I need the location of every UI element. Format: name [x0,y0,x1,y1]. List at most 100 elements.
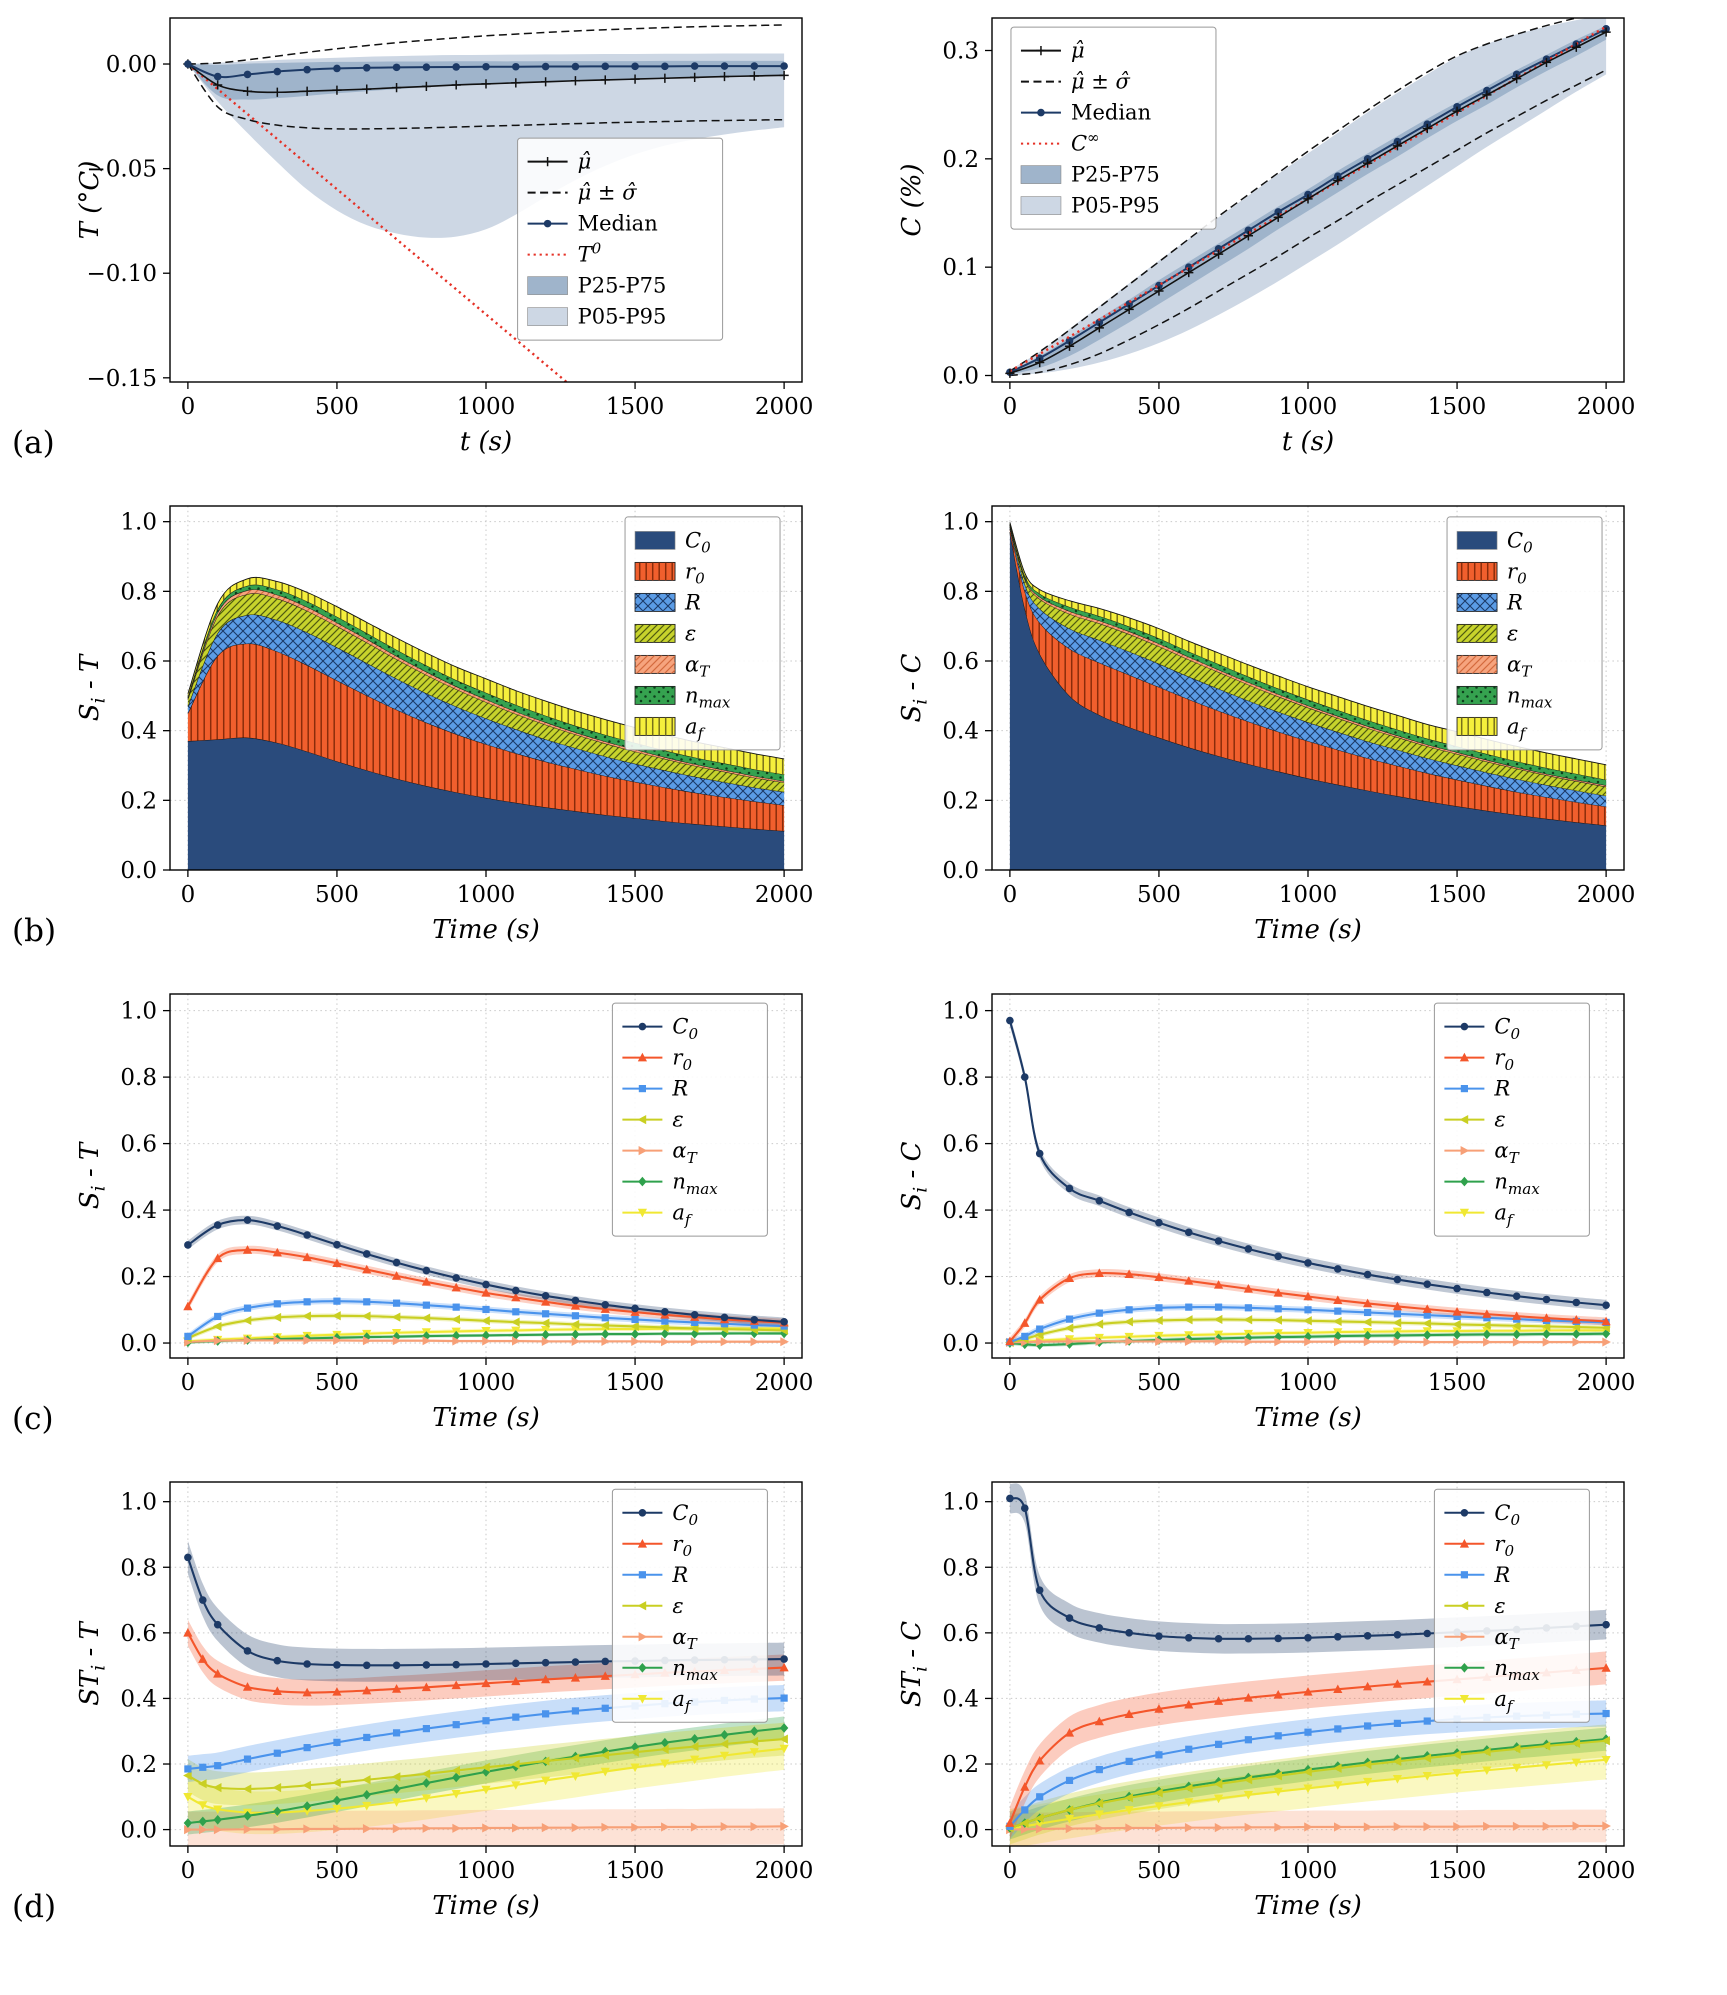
svg-text:2000: 2000 [755,1858,814,1884]
chart-d-left: 0 500 1000 1500 2000 0.0 0.2 0.4 0.6 0.8 1.0 Time (… [75,1481,814,1921]
svg-text:Si - C: Si - C [897,1141,932,1210]
svg-text:1.0: 1.0 [942,510,979,536]
svg-text:C0: C0 [1507,528,1533,556]
svg-text:2000: 2000 [755,882,814,908]
svg-text:R: R [684,590,701,614]
plot-area [183,1215,789,1348]
svg-text:T (°C): T (°C) [75,161,105,240]
svg-text:nmax: nmax [1507,683,1553,711]
svg-text:0.0: 0.0 [942,1331,979,1357]
svg-text:Time (s): Time (s) [432,1403,540,1433]
series-n_max [1009,1332,1607,1347]
svg-text:Time (s): Time (s) [432,1891,540,1921]
svg-text:0.4: 0.4 [942,719,979,745]
svg-text:1500: 1500 [1428,1858,1487,1884]
svg-text:0: 0 [1003,1370,1018,1396]
svg-text:C0: C0 [1494,1015,1520,1043]
row-label-a: (a) [12,425,55,461]
svg-text:0.8: 0.8 [120,1065,157,1091]
svg-text:2000: 2000 [755,1370,814,1396]
svg-text:nmax: nmax [1494,1170,1540,1198]
svg-text:1000: 1000 [1279,1858,1338,1884]
svg-text:0.8: 0.8 [120,1555,157,1581]
plot-area [183,24,789,382]
svg-text:2000: 2000 [1577,882,1636,908]
series-μ̂ + σ̂ [1009,18,1580,372]
series-α_T [1009,1824,1607,1831]
series-μ̂ − σ̂ [1009,69,1607,377]
chart-c-left: 0 500 1000 1500 2000 0.0 0.2 0.4 0.6 0.8 1.0 Time (… [75,993,814,1433]
chart-a-right: 0 500 1000 1500 2000 0.0 0.1 0.2 0.3 t (s) C (%) μ̂… [897,17,1635,457]
svg-text:nmax: nmax [672,1170,718,1198]
svg-text:0.4: 0.4 [942,1198,979,1224]
svg-text:af: af [1494,1687,1515,1715]
svg-text:1.0: 1.0 [942,1490,979,1516]
series-α_T [187,1825,785,1831]
svg-text:R: R [1493,1077,1510,1101]
svg-text:1000: 1000 [457,394,516,420]
svg-text:0.6: 0.6 [120,649,157,675]
svg-text:0: 0 [1003,394,1018,420]
svg-text:0: 0 [1003,882,1018,908]
legend: C0 r0 Rε αT nmax af [1433,1488,1590,1723]
svg-text:1.0: 1.0 [120,999,157,1025]
legend: C0 r0 Rε αT nmax af [611,1488,768,1723]
svg-text:0.4: 0.4 [942,1686,979,1712]
series-α_T [1009,1340,1607,1344]
panel-c-right: 0 500 1000 1500 2000 0.0 0.2 0.4 0.6 0.8 1.0 Time (… [880,984,1640,1444]
series-ε [1009,1739,1607,1829]
svg-text:1000: 1000 [1279,394,1338,420]
svg-text:Time (s): Time (s) [1254,1403,1362,1433]
svg-text:R: R [1506,590,1523,614]
svg-text:0: 0 [181,1370,196,1396]
svg-text:2000: 2000 [1577,1858,1636,1884]
svg-text:STi - C: STi - C [897,1621,932,1707]
series-T^0 [187,63,568,382]
ticks: 0 500 1000 1500 2000 0.0 0.2 0.4 0.6 0.8 1.0 [942,1490,1635,1884]
svg-text:P25-P75: P25-P75 [1071,163,1160,187]
svg-text:500: 500 [315,394,359,420]
svg-text:αT: αT [672,1139,697,1167]
legend: C0 r0 Rε αT nmax af [624,516,781,751]
svg-text:C (%): C (%) [897,163,927,236]
band-P05-P95 [187,53,785,238]
svg-text:1.0: 1.0 [120,1490,157,1516]
svg-text:C0: C0 [1494,1501,1520,1529]
svg-text:1500: 1500 [606,1858,665,1884]
svg-text:μ̂: μ̂ [578,150,592,174]
svg-text:0.4: 0.4 [120,719,157,745]
stack-C_0 [187,737,785,870]
svg-text:500: 500 [315,1370,359,1396]
svg-text:0.2: 0.2 [120,1752,157,1778]
panel-c-left: 0 500 1000 1500 2000 0.0 0.2 0.4 0.6 0.8 1.0 Time (… [58,984,818,1444]
svg-text:af: af [672,1201,693,1229]
plot-area [1005,18,1611,378]
series-C^∞ [1009,25,1607,373]
svg-text:1.0: 1.0 [942,999,979,1025]
plot-area [1009,522,1607,870]
svg-text:Time (s): Time (s) [1254,1891,1362,1921]
svg-text:αT: αT [672,1625,697,1653]
svg-text:1500: 1500 [1428,1370,1487,1396]
svg-text:STi - T: STi - T [75,1620,110,1705]
svg-text:r0: r0 [1494,1532,1514,1560]
svg-text:0.6: 0.6 [942,649,979,675]
svg-text:P05-P95: P05-P95 [1071,194,1160,218]
ticks: 0 500 1000 1500 2000 0.0 0.1 0.2 0.3 [942,39,1635,421]
chart-d-right: 0 500 1000 1500 2000 0.0 0.2 0.4 0.6 0.8 1.0 Time (… [897,1481,1635,1921]
chart-c-right: 0 500 1000 1500 2000 0.0 0.2 0.4 0.6 0.8 1.0 Time (… [897,993,1635,1433]
chart-b-right: 0 500 1000 1500 2000 0.0 0.2 0.4 0.6 0.8 1.0 Time (… [897,505,1636,945]
svg-text:500: 500 [1137,394,1181,420]
svg-text:1000: 1000 [1279,882,1338,908]
svg-text:αT: αT [1507,652,1532,680]
svg-text:1500: 1500 [1428,882,1487,908]
svg-text:r0: r0 [1507,559,1527,587]
svg-text:ε: ε [672,1108,683,1132]
svg-text:C0: C0 [672,1015,698,1043]
chart-a-left: 0 500 1000 1500 2000 0.00 −0.05 −0.10 −0.15 t (s)… [75,17,813,457]
svg-text:ε: ε [1507,621,1518,645]
svg-text:500: 500 [1137,1370,1181,1396]
svg-text:−0.05: −0.05 [87,157,157,183]
svg-text:1500: 1500 [1428,394,1487,420]
